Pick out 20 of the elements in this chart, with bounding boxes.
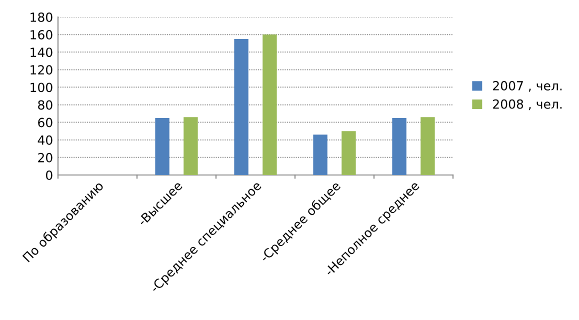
y-tick-label: 60 (38, 118, 52, 128)
bar (313, 134, 328, 175)
y-tick-label: 120 (30, 65, 52, 75)
y-tick-label: 160 (30, 30, 52, 40)
y-tick-label: 140 (30, 48, 52, 58)
legend-label: 2008 , чел. (493, 99, 562, 110)
bar (184, 117, 198, 175)
bar (234, 38, 248, 175)
y-tick-label: 80 (38, 100, 52, 110)
bar (262, 34, 277, 175)
y-tick-label: 20 (38, 152, 52, 162)
y-tick-label: 180 (30, 12, 52, 22)
bar (342, 131, 356, 175)
y-tick-label: 0 (46, 170, 52, 180)
legend-label: 2007 , чел. (493, 81, 562, 92)
y-tick-label: 100 (30, 82, 52, 92)
bar (392, 118, 406, 175)
bar (155, 118, 170, 175)
y-tick-label: 40 (38, 135, 52, 145)
bar (420, 117, 435, 175)
